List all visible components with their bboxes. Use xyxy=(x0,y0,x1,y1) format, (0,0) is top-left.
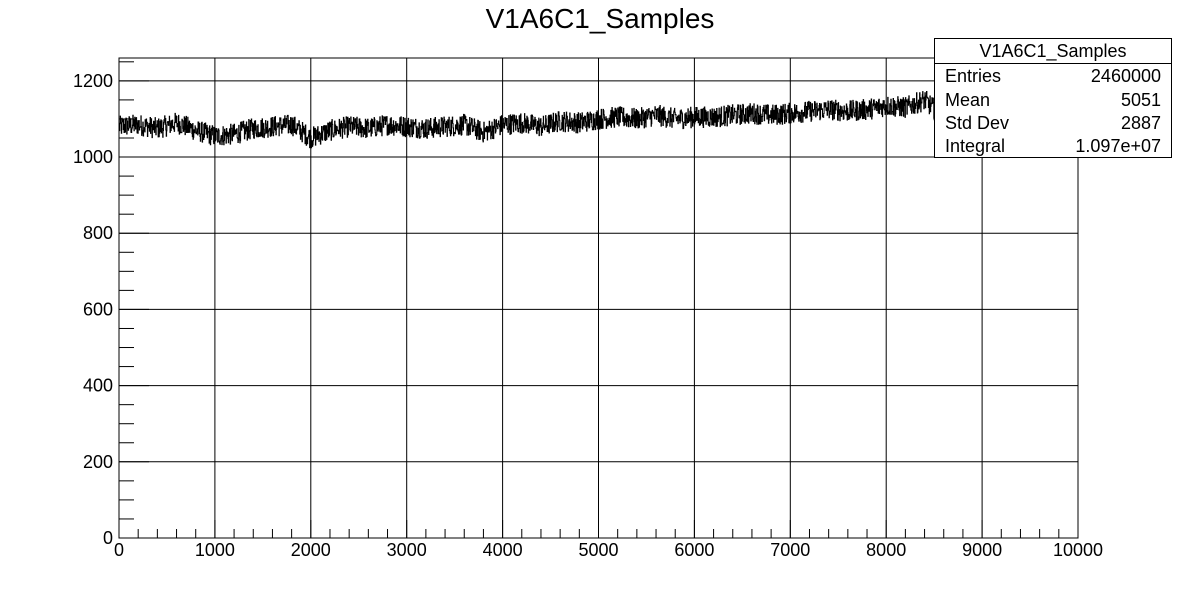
stats-mean-label: Mean xyxy=(945,90,991,110)
x-tick-label: 10000 xyxy=(1053,540,1103,560)
x-tick-label: 8000 xyxy=(866,540,906,560)
stats-row-mean: Mean 5051 xyxy=(945,88,1161,112)
stats-stddev-value: 2887 xyxy=(1120,113,1161,133)
stats-entries-label: Entries xyxy=(945,66,1002,86)
stats-mean-value: 5051 xyxy=(1120,90,1161,110)
stats-box: V1A6C1_Samples Entries 2460000 Mean 5051… xyxy=(934,38,1172,158)
stats-integral-value: 1.097e+07 xyxy=(1075,136,1161,156)
stats-entries-value: 2460000 xyxy=(1090,66,1161,86)
stats-title: V1A6C1_Samples xyxy=(935,39,1171,64)
stats-stddev-label: Std Dev xyxy=(945,113,1010,133)
data-series xyxy=(118,91,945,149)
y-tick-label: 200 xyxy=(83,452,113,472)
x-tick-label: 6000 xyxy=(674,540,714,560)
x-tick-label: 7000 xyxy=(770,540,810,560)
stats-row-stddev: Std Dev 2887 xyxy=(945,111,1161,135)
y-tick-label: 800 xyxy=(83,223,113,243)
y-tick-label: 400 xyxy=(83,376,113,396)
x-tick-label: 0 xyxy=(114,540,124,560)
y-tick-label: 1200 xyxy=(73,71,113,91)
x-tick-label: 9000 xyxy=(962,540,1002,560)
x-tick-label: 3000 xyxy=(387,540,427,560)
chart-title: V1A6C1_Samples xyxy=(486,3,715,34)
x-tick-label: 2000 xyxy=(291,540,331,560)
y-tick-label: 0 xyxy=(103,528,113,548)
y-tick-label: 1000 xyxy=(73,147,113,167)
x-tick-label: 5000 xyxy=(578,540,618,560)
y-tick-label: 600 xyxy=(83,299,113,319)
stats-row-entries: Entries 2460000 xyxy=(945,64,1161,88)
axes: 0 1000 2000 3000 4000 5000 6000 7000 8000 9000 100… xyxy=(73,57,1103,560)
stats-row-integral: Integral 1.097e+07 xyxy=(945,134,1161,158)
histogram-line xyxy=(118,91,945,149)
stats-integral-label: Integral xyxy=(945,136,1006,156)
x-tick-label: 1000 xyxy=(195,540,235,560)
x-tick-label: 4000 xyxy=(483,540,523,560)
